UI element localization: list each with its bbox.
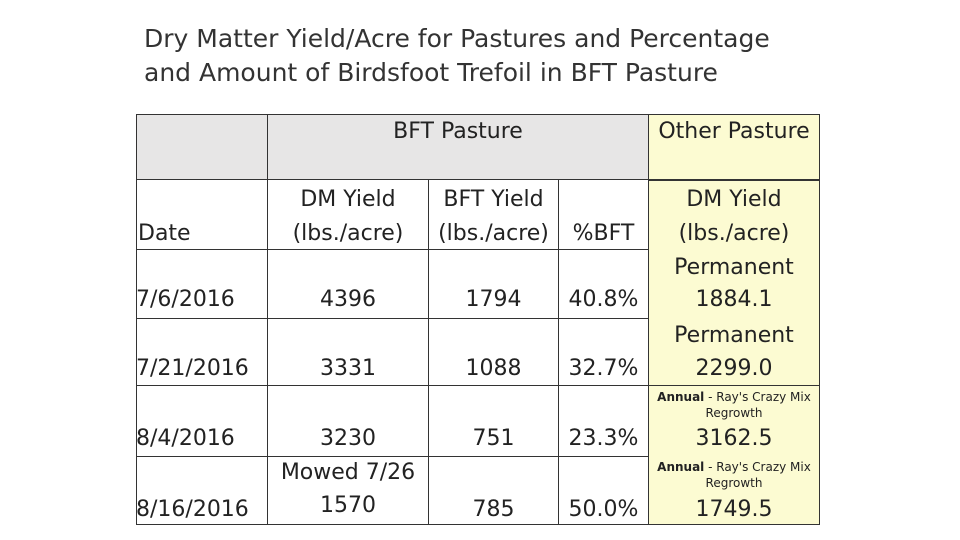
other-dm-header-2: (lbs./acre) (678, 221, 790, 246)
row-2-date: 7/21/2016 (136, 356, 249, 381)
row-3-pct: 23.3% (568, 426, 639, 451)
row-2-pct: 32.7% (568, 356, 639, 381)
row-1-pct: 40.8% (568, 287, 639, 312)
other-pasture-block-1 (648, 180, 820, 386)
row-4-dm-note: Mowed 7/26 (280, 460, 416, 485)
other-dm-header-1: DM Yield (686, 187, 782, 212)
row-4-pct: 50.0% (568, 497, 639, 522)
header-blank-cell (136, 114, 268, 180)
date-header: Date (138, 221, 191, 246)
row-4-dm: 1570 (320, 493, 376, 518)
row-4-other-label-bold: Annual (657, 460, 705, 474)
title-line-2: and Amount of Birdsfoot Trefoil in BFT P… (144, 58, 718, 87)
pct-bft-header: %BFT (572, 221, 635, 246)
row-1-dm: 4396 (320, 287, 376, 312)
dm-yield-header-1: DM Yield (300, 187, 396, 212)
other-pasture-header-cell (648, 114, 820, 180)
row-3-bft: 751 (472, 426, 515, 451)
row-4-other-value: 1749.5 (695, 497, 773, 522)
row-1-other-label: Permanent (674, 255, 794, 280)
row-4-bft: 785 (472, 497, 515, 522)
row-1-date: 7/6/2016 (136, 287, 235, 312)
bft-yield-header-1: BFT Yield (443, 187, 544, 212)
row-4-other-label: Annual - Ray's Crazy Mix Regrowth (650, 459, 818, 491)
title-line-1: Dry Matter Yield/Acre for Pastures and P… (144, 24, 770, 53)
row-2-other-label: Permanent (674, 323, 794, 348)
row-3-other-value: 3162.5 (695, 426, 773, 451)
other-pasture-header: Other Pasture (658, 119, 810, 144)
page-title: Dry Matter Yield/Acre for Pastures and P… (144, 22, 864, 90)
row-2-bft: 1088 (465, 356, 522, 381)
row-4-pct-border (558, 456, 649, 525)
row-4-date: 8/16/2016 (136, 497, 249, 522)
row-3-other-label: Annual - Ray's Crazy Mix Regrowth (650, 389, 818, 421)
bft-pasture-header: BFT Pasture (393, 119, 523, 144)
row-3-date: 8/4/2016 (136, 426, 235, 451)
row-4-other-label-rest: - Ray's Crazy Mix Regrowth (704, 460, 811, 490)
bft-yield-header-2: (lbs./acre) (438, 221, 549, 246)
row-2-other-value: 2299.0 (695, 356, 773, 381)
row-2-dm: 3331 (320, 356, 376, 381)
row-1-other-value: 1884.1 (695, 287, 773, 312)
dm-yield-header-2: (lbs./acre) (292, 221, 404, 246)
row-1-bft: 1794 (465, 287, 522, 312)
row-3-other-label-rest: - Ray's Crazy Mix Regrowth (704, 390, 811, 420)
row-3-dm: 3230 (320, 426, 376, 451)
bft-pasture-header-cell (267, 114, 649, 180)
other-pasture-block-2 (648, 385, 820, 525)
row-3-other-label-bold: Annual (657, 390, 705, 404)
